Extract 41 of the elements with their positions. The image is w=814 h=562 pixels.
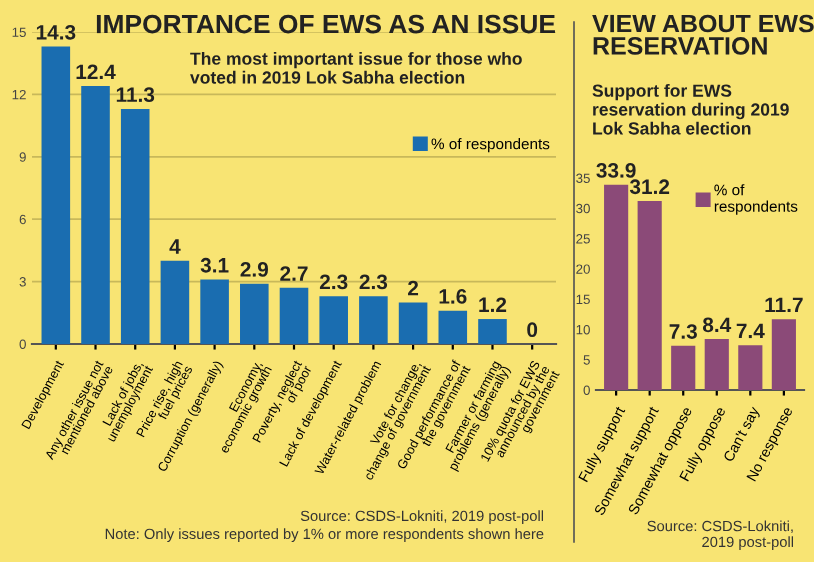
data-label: 2.3 [319, 274, 348, 290]
data-label: 1.6 [439, 289, 467, 304]
bar [438, 310, 468, 344]
data-label: 2 [408, 280, 419, 296]
bar [637, 201, 662, 390]
data-label: 7.3 [669, 324, 697, 339]
chart-title: IMPORTANCE OF EWS AS AN ISSUE [96, 14, 555, 34]
bar [771, 319, 796, 390]
data-label: 2.3 [359, 274, 388, 290]
bar [160, 260, 190, 344]
bar [478, 319, 507, 344]
data-label: 8.4 [702, 317, 732, 333]
bar [81, 86, 110, 344]
data-label: 14.3 [36, 24, 76, 40]
data-label: 0 [527, 322, 538, 338]
bar [279, 287, 309, 344]
bar [41, 46, 71, 344]
data-label: 3.1 [200, 257, 229, 273]
bar [738, 345, 763, 390]
data-label: 12.4 [76, 64, 116, 79]
data-label: 2.7 [280, 266, 308, 281]
bar [671, 345, 696, 390]
chart-title: VIEW ABOUT EWS RESERVATION [592, 14, 814, 55]
bar [200, 279, 229, 344]
data-label: 4 [169, 239, 181, 254]
data-label: 33.9 [596, 163, 636, 178]
text: The most important issue for those who voted in 2019 Lok Sabha election [190, 52, 522, 84]
bar [704, 339, 729, 390]
bar [359, 296, 388, 344]
data-label: 11.3 [116, 87, 155, 103]
data-label: 2.9 [240, 262, 269, 277]
data-label: 1.2 [479, 297, 507, 312]
data-label: 31.2 [629, 179, 670, 195]
bar [604, 184, 629, 390]
data-label: 11.7 [765, 297, 803, 313]
bar [319, 296, 348, 344]
bar [120, 108, 150, 344]
bar [240, 283, 269, 344]
data-label: 7.4 [736, 323, 765, 339]
chart-subtitle: Support for EWS reservation during 2019 Lok Sabha election [592, 84, 789, 135]
bar [398, 302, 428, 344]
